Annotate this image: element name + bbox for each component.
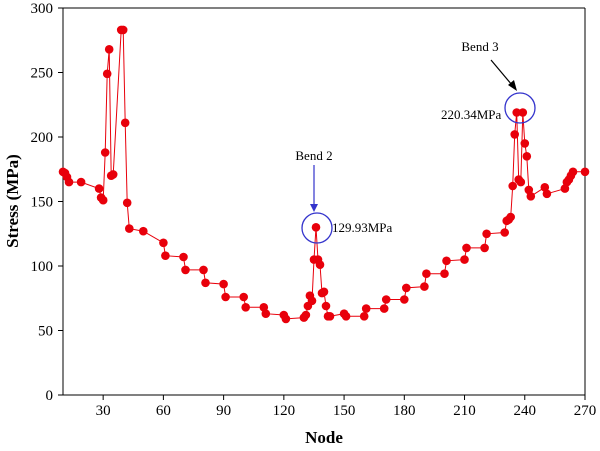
data-point	[325, 312, 335, 321]
data-point	[239, 292, 248, 302]
y-tick-label: 250	[31, 66, 54, 82]
data-point	[379, 304, 389, 313]
data-point	[108, 170, 118, 179]
y-tick-label: 100	[31, 259, 54, 275]
series-line	[62, 29, 585, 320]
data-point	[510, 130, 519, 139]
x-tick-label: 120	[273, 403, 296, 419]
bend-3-label: Bend 3	[461, 39, 498, 54]
data-point	[560, 184, 570, 193]
data-point	[219, 279, 228, 289]
data-point	[104, 45, 114, 54]
y-ticks: 0 50 100 150 200 250 300	[31, 1, 63, 404]
data-point	[506, 212, 515, 222]
series-layer	[58, 25, 590, 324]
data-point	[359, 312, 369, 321]
data-point	[542, 189, 552, 199]
bend-3-arrow	[490, 59, 513, 86]
data-point	[181, 265, 190, 275]
bend-2-value-label: 129.93MPa	[332, 220, 393, 235]
data-point	[118, 25, 128, 35]
plot-area	[62, 7, 586, 396]
data-point	[440, 269, 449, 279]
x-tick-label: 60	[156, 403, 171, 419]
data-point	[508, 181, 517, 191]
data-point	[94, 184, 104, 193]
bend-2-annotation: Bend 2 129.93MPa	[295, 148, 393, 244]
data-point	[139, 226, 148, 236]
y-tick-label: 150	[31, 195, 54, 211]
x-tick-label: 270	[574, 403, 597, 419]
data-point	[179, 252, 188, 262]
data-point	[482, 229, 491, 239]
annotation-layer: Bend 2 129.93MPa Bend 3 220.34MPa	[295, 39, 536, 244]
data-point	[526, 192, 536, 201]
x-tick-label: 180	[393, 403, 416, 419]
data-point	[381, 295, 391, 304]
x-ticks: 30 60 90 120 150 180 210 240 270	[96, 395, 597, 419]
y-axis-title: Stress (MPa)	[3, 154, 22, 248]
data-point	[400, 295, 409, 304]
data-point	[199, 265, 208, 275]
x-axis-title: Node	[305, 428, 343, 447]
data-point	[311, 223, 321, 232]
y-tick-label: 200	[31, 130, 54, 146]
y-tick-label: 0	[46, 388, 54, 404]
data-point	[307, 296, 317, 306]
data-point	[102, 69, 112, 79]
y-tick-label: 50	[38, 324, 53, 340]
bend-2-highlight-circle	[301, 212, 333, 244]
data-point	[520, 139, 530, 148]
data-point	[442, 256, 451, 266]
data-point	[516, 177, 526, 187]
x-tick-label: 90	[216, 403, 231, 419]
data-point	[281, 314, 291, 324]
data-point	[540, 183, 550, 192]
data-point	[98, 195, 108, 205]
data-point	[321, 301, 331, 311]
bend-2-label: Bend 2	[295, 148, 332, 163]
x-tick-label: 240	[514, 403, 537, 419]
data-point	[568, 167, 578, 177]
data-point	[512, 108, 521, 117]
x-tick-label: 210	[453, 403, 476, 419]
bend-3-annotation: Bend 3 220.34MPa	[441, 39, 536, 124]
data-point	[341, 312, 351, 321]
data-point	[201, 278, 210, 288]
bend-3-arrowhead	[508, 80, 517, 91]
bend-3-highlight-circle	[504, 92, 536, 124]
data-point	[64, 177, 74, 187]
data-point	[301, 310, 311, 320]
data-point	[480, 243, 489, 253]
data-point	[522, 152, 532, 161]
data-point	[518, 108, 528, 117]
data-point	[122, 198, 132, 208]
data-point	[315, 260, 325, 270]
data-point	[261, 309, 271, 319]
data-point	[500, 228, 510, 237]
data-point	[462, 243, 471, 253]
data-point	[120, 118, 130, 128]
data-point	[159, 238, 168, 248]
data-point	[100, 148, 110, 157]
x-tick-label: 150	[333, 403, 356, 419]
data-point	[402, 283, 411, 293]
y-tick-label: 300	[31, 1, 54, 17]
data-point	[319, 287, 329, 297]
data-point	[241, 303, 250, 312]
bend-3-value-label: 220.34MPa	[441, 107, 502, 122]
data-point	[420, 282, 429, 291]
x-tick-label: 30	[96, 403, 111, 419]
data-point	[76, 177, 86, 187]
data-point	[125, 224, 134, 233]
data-point	[361, 304, 371, 313]
data-point	[422, 269, 431, 279]
data-point	[161, 251, 170, 260]
data-point	[580, 167, 590, 177]
data-point	[221, 292, 230, 302]
bend-2-arrowhead	[310, 204, 318, 212]
data-point	[460, 255, 469, 264]
